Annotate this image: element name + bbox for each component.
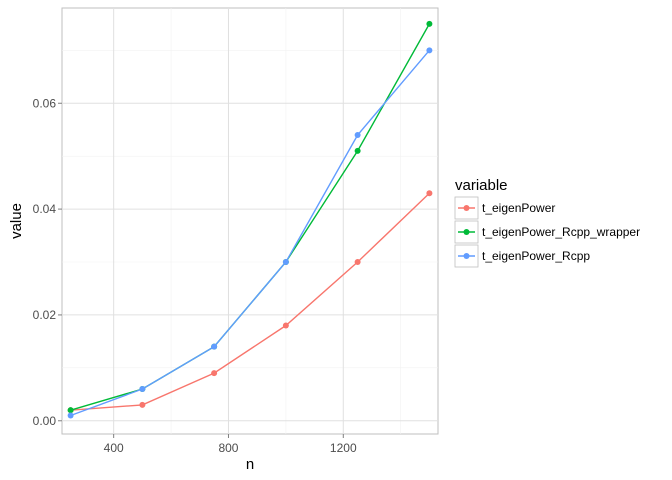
data-point [354,147,361,154]
y-axis-ticks: 0.00 0.02 0.04 0.06 [33,96,62,428]
series-t_eigenPower_Rcpp [67,47,433,419]
data-point [67,407,74,414]
data-point [139,386,146,393]
plot-background [61,7,439,435]
data-point [211,370,218,377]
x-axis-title: n [246,456,254,473]
x-tick-label: 1200 [330,441,357,455]
data-point [139,401,146,408]
data-point [426,20,433,27]
data-point [426,190,433,197]
legend-key-point [463,229,470,235]
y-tick-label: 0.00 [33,414,57,428]
data-point [426,47,433,54]
x-tick-label: 800 [218,441,238,455]
legend-title: variable [455,177,508,194]
x-tick-label: 400 [104,441,124,455]
data-point [282,259,289,266]
series-layer [67,20,433,419]
legend: variable t_eigenPower t_eigenPower_Rcpp_w… [454,177,640,268]
y-axis-title: value [8,203,25,239]
legend-key-point [463,205,470,211]
legend-label: t_eigenPower_Rcpp_wrapper [482,225,640,239]
series-line [70,192,430,411]
data-point [354,259,361,266]
legend-label: t_eigenPower [482,201,555,215]
data-point [67,412,74,419]
legend-key-point [463,253,470,259]
legend-item: t_eigenPower_Rcpp [454,244,590,268]
series-line [70,49,430,417]
x-axis-ticks: 400 800 1200 [104,434,357,455]
data-point [211,343,218,350]
y-tick-label: 0.02 [33,308,57,322]
major-gridlines [62,8,438,434]
legend-item: t_eigenPower_Rcpp_wrapper [454,220,640,244]
y-tick-label: 0.04 [33,202,57,216]
legend-item: t_eigenPower [454,196,555,220]
y-tick-label: 0.06 [33,96,57,110]
data-point [354,132,361,139]
legend-label: t_eigenPower_Rcpp [482,249,590,263]
data-point [282,322,289,329]
